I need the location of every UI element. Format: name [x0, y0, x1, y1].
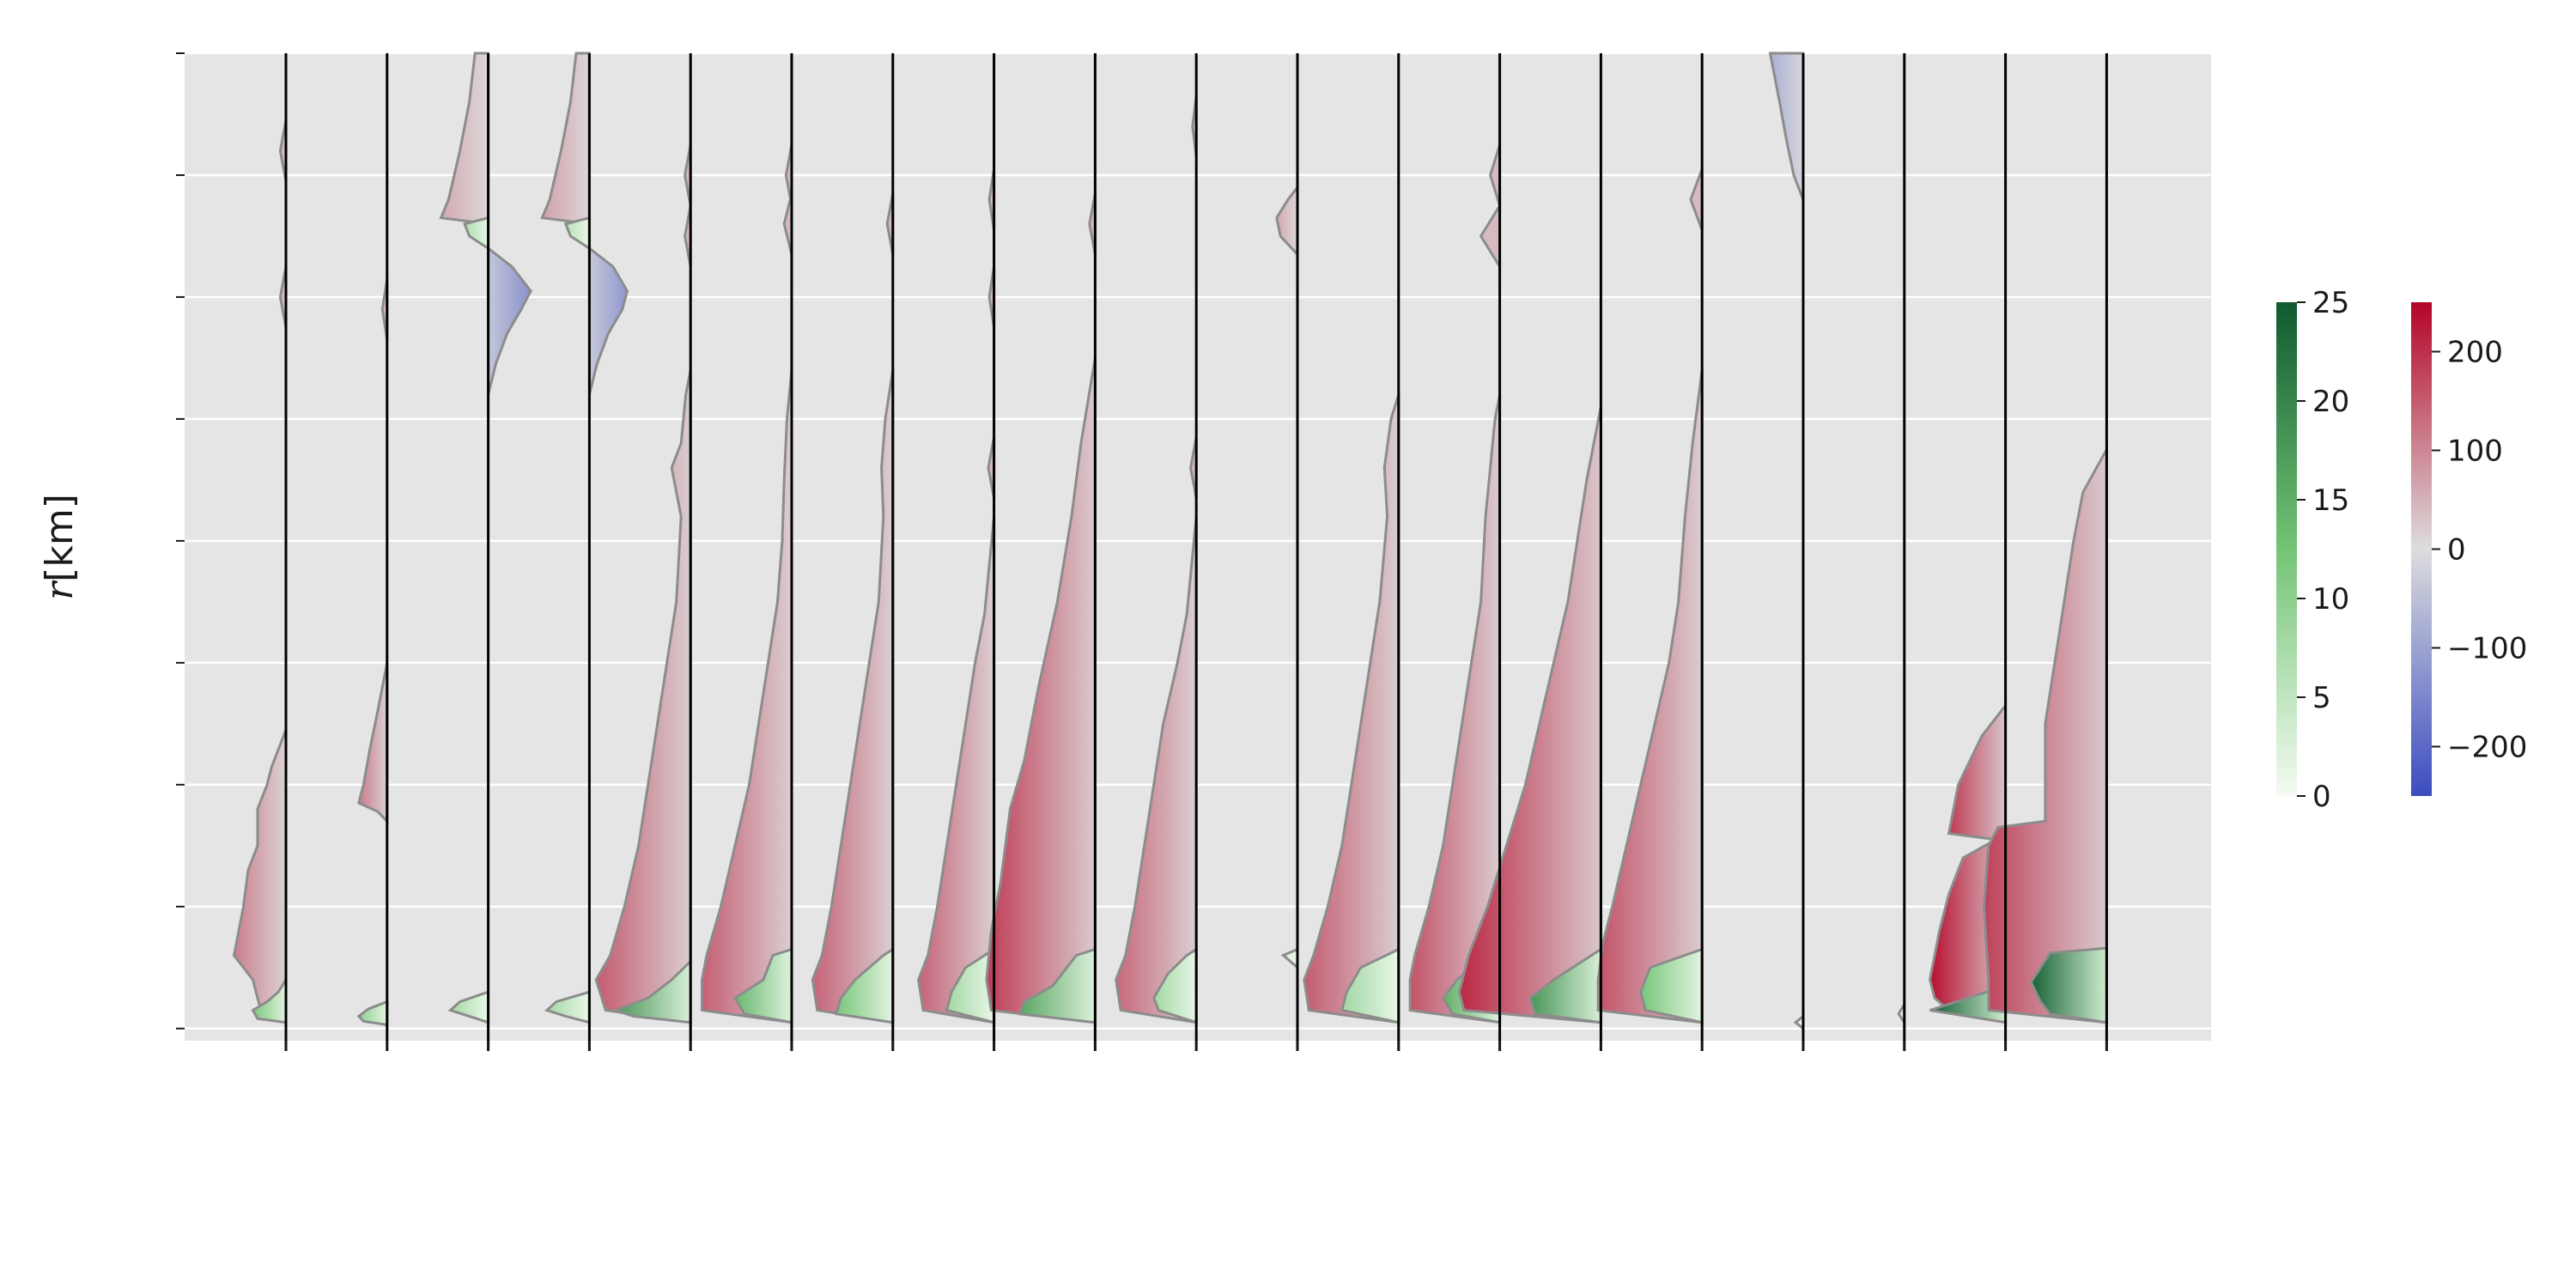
- g-area-ALM_IT: [2029, 946, 2108, 1024]
- l-area-MPS04: [439, 52, 490, 226]
- l-area-TripleS-hybrid: [811, 369, 895, 1024]
- colorbar-tick-label-0-5: 5: [2312, 681, 2331, 715]
- colorbar-tick-label-1-200: 200: [2447, 336, 2503, 370]
- violin-HZA_TD: [917, 168, 996, 1024]
- plot-background: [185, 53, 2211, 1041]
- violin-DBM: [985, 193, 1097, 1024]
- violin-PHM_Grid: [1596, 168, 1704, 1024]
- l-area-HRSS-m1: [1457, 406, 1602, 1024]
- colorbar-tick-label-1-100: 100: [2447, 434, 2503, 469]
- y-axis-title: r[km]: [38, 494, 82, 600]
- y-axis-title-var: r: [38, 580, 82, 600]
- violin-HZA_TI: [1115, 95, 1198, 1024]
- x-axis: [285, 1041, 2108, 1051]
- y-axis: [176, 52, 185, 1030]
- l-area-RI: [594, 369, 692, 1024]
- l-area-HAZGRIDX: [1408, 394, 1502, 1024]
- y-axis-title-unit: [km]: [38, 494, 82, 582]
- colorbar-l-r: −200 −100 0 100 200: [2411, 302, 2527, 796]
- violin-HRSS-m2: [701, 144, 793, 1024]
- colorbar-tick-label-0-10: 10: [2312, 582, 2349, 617]
- colorbar-tick-label-1--200: −200: [2447, 731, 2527, 765]
- l-area-MPS04after: [540, 52, 591, 226]
- l-area-HZA_TI: [1115, 516, 1198, 1024]
- colorbar-strip-0: [2276, 302, 2297, 796]
- colorbar-tick-label-0-20: 20: [2312, 385, 2349, 419]
- colorbar-tick-label-0-15: 15: [2312, 483, 2349, 518]
- l-neg-area-MPS04after: [587, 246, 629, 395]
- colorbar-strip-1: [2411, 302, 2432, 796]
- violin-TripleS-hybrid: [811, 193, 895, 1024]
- violins: [232, 52, 2108, 1031]
- l-area-ALM_IT: [1982, 444, 2108, 1024]
- colorbar-sqrt-g: 0 5 10 15 20 25: [2276, 286, 2349, 814]
- violin-ALM_IT: [1982, 444, 2108, 1024]
- violin-MPS04after: [540, 52, 629, 1024]
- l-area-PHM_Grid: [1596, 369, 1704, 1024]
- gridlines: [185, 52, 2211, 1030]
- colorbar-tick-label-1-0: 0: [2447, 533, 2466, 568]
- l-area-TripleS-CSI: [1303, 394, 1400, 1024]
- colorbars: 0 5 10 15 20 25 −200 −100 0 100 200: [2276, 286, 2527, 814]
- plot-area: [185, 52, 2211, 1051]
- colorbar-tick-label-0-25: 25: [2312, 286, 2349, 320]
- colorbar-tick-label-1--100: −100: [2447, 632, 2527, 666]
- l-area-HZA_TD: [917, 516, 996, 1024]
- l-area-DBM: [985, 357, 1097, 1024]
- pair-lines: [284, 53, 2108, 1051]
- l-area-HAZFX_BPT: [357, 662, 389, 825]
- l-neg-area-MPS04: [487, 246, 532, 395]
- violin-MPS04: [439, 52, 532, 1024]
- l-area-HRSS-m2: [701, 369, 793, 1024]
- colorbar-tick-label-0-0: 0: [2312, 780, 2331, 814]
- l-area-TripleS-CPTI: [232, 729, 288, 1024]
